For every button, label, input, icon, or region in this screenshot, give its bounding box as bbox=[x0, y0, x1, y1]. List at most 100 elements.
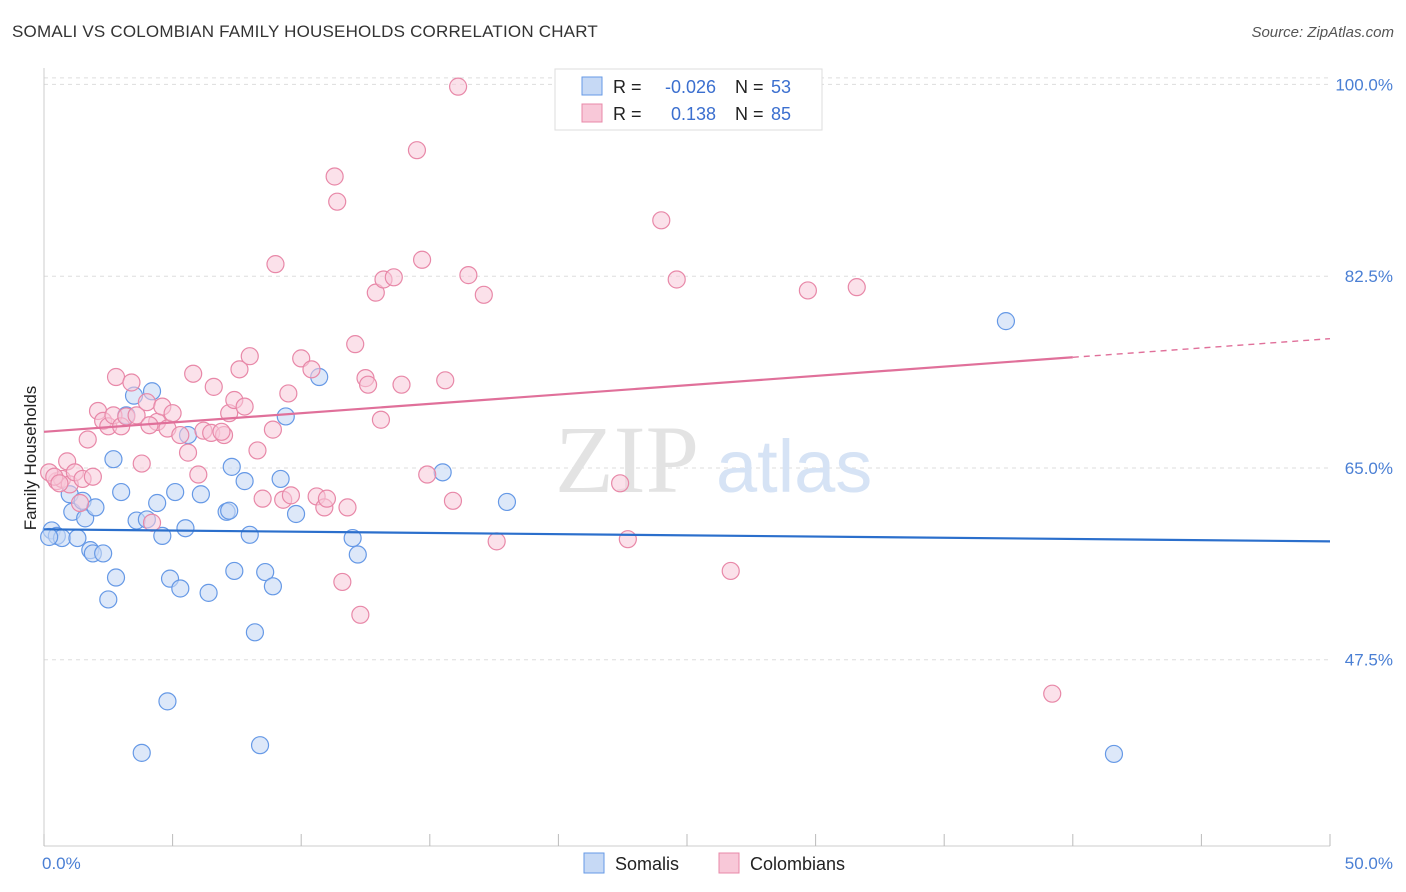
somali-point bbox=[171, 579, 190, 598]
colombian-point bbox=[325, 167, 344, 186]
somali-point bbox=[106, 568, 126, 587]
colombian-point bbox=[328, 192, 347, 211]
colombian-point bbox=[266, 255, 285, 274]
somali-point bbox=[343, 528, 362, 548]
watermark-atlas: atlas bbox=[716, 425, 872, 508]
colombian-point bbox=[204, 377, 223, 396]
colombian-point bbox=[184, 364, 203, 383]
colombian-trend-extension bbox=[1072, 337, 1331, 358]
colombian-point bbox=[78, 430, 97, 449]
colombian-point bbox=[351, 605, 370, 624]
somali-point bbox=[996, 312, 1016, 331]
colombian-point bbox=[618, 530, 637, 549]
somali-n-value: 53 bbox=[771, 77, 791, 97]
colombian-n-value: 85 bbox=[771, 104, 791, 124]
colombian-point bbox=[443, 491, 463, 510]
somali-point bbox=[94, 544, 113, 563]
somali-point bbox=[433, 463, 452, 482]
somali-point bbox=[191, 485, 210, 504]
somali-point bbox=[86, 498, 105, 517]
somali-point bbox=[166, 482, 185, 502]
somali-point bbox=[348, 545, 367, 564]
colombian-point bbox=[436, 371, 455, 390]
colombian-point bbox=[459, 266, 478, 285]
somali-point bbox=[256, 562, 275, 582]
somali-point bbox=[176, 519, 195, 538]
colombian-point bbox=[83, 467, 102, 486]
colombian-point bbox=[847, 278, 866, 297]
somali-point bbox=[132, 743, 151, 762]
legend-somali-label: Somalis bbox=[615, 854, 679, 874]
colombian-r-label: R = bbox=[613, 104, 642, 124]
somali-trend-line bbox=[43, 528, 1331, 543]
chart-title: SOMALI VS COLOMBIAN FAMILY HOUSEHOLDS CO… bbox=[12, 22, 598, 41]
colombian-point bbox=[611, 474, 630, 493]
legend-colombian-label: Colombians bbox=[750, 854, 845, 874]
source-credit: Source: ZipAtlas.com bbox=[1251, 24, 1394, 41]
somali-swatch bbox=[581, 76, 603, 96]
somali-point bbox=[245, 623, 265, 642]
series-legend: Somalis Colombians bbox=[583, 852, 845, 874]
colombian-point bbox=[371, 410, 391, 429]
colombian-trend-line bbox=[43, 356, 1073, 433]
somali-point bbox=[497, 492, 517, 512]
colombian-point bbox=[240, 347, 259, 366]
colombian-point bbox=[106, 367, 126, 387]
somali-point bbox=[240, 525, 259, 544]
colombian-point bbox=[263, 420, 283, 439]
somali-point bbox=[225, 561, 244, 581]
somali-point bbox=[148, 493, 167, 513]
somali-point bbox=[158, 692, 177, 711]
somali-point bbox=[250, 736, 270, 755]
colombian-r-value: 0.138 bbox=[671, 104, 716, 124]
colombian-point bbox=[70, 493, 90, 513]
colombian-points bbox=[40, 77, 1062, 703]
somali-n-label: N = bbox=[735, 77, 764, 97]
colombian-point bbox=[235, 397, 254, 416]
somali-r-value: -0.026 bbox=[665, 77, 716, 97]
colombian-point bbox=[127, 406, 146, 425]
somali-points bbox=[40, 312, 1124, 764]
somali-point bbox=[199, 583, 218, 602]
colombian-point bbox=[412, 250, 432, 269]
somali-point bbox=[220, 501, 239, 520]
colombian-point bbox=[652, 211, 671, 230]
somali-point bbox=[286, 504, 306, 524]
colombian-n-label: N = bbox=[735, 104, 764, 124]
colombian-point bbox=[132, 454, 151, 473]
legend-somali-swatch bbox=[583, 852, 605, 874]
somali-point bbox=[99, 590, 118, 609]
somali-point bbox=[263, 577, 283, 596]
colombian-point bbox=[230, 360, 249, 379]
colombian-point bbox=[50, 474, 69, 493]
colombian-point bbox=[317, 489, 337, 508]
somali-point bbox=[276, 407, 295, 426]
colombian-point bbox=[358, 375, 378, 394]
somali-r-label: R = bbox=[613, 77, 642, 97]
colombian-swatch bbox=[581, 103, 603, 123]
colombian-point bbox=[302, 360, 321, 379]
colombian-point bbox=[384, 268, 403, 287]
somali-point bbox=[68, 528, 87, 548]
colombian-point bbox=[338, 498, 357, 517]
colombian-point bbox=[667, 270, 686, 289]
colombian-point bbox=[418, 465, 437, 484]
y-tick-label: 100.0% bbox=[1335, 75, 1393, 94]
colombian-point bbox=[798, 281, 817, 300]
colombian-point bbox=[122, 373, 141, 392]
legend-colombian-swatch bbox=[718, 852, 740, 874]
colombian-point bbox=[279, 384, 298, 403]
colombian-point bbox=[721, 561, 740, 581]
y-tick-label: 82.5% bbox=[1345, 267, 1393, 286]
colombian-point bbox=[163, 404, 182, 423]
colombian-point bbox=[253, 489, 272, 508]
watermark-zip: ZIP bbox=[555, 406, 699, 513]
colombian-point bbox=[171, 425, 190, 445]
colombian-point bbox=[142, 513, 162, 532]
somali-point bbox=[222, 457, 241, 476]
colombian-point bbox=[137, 393, 156, 412]
y-tick-label: 65.0% bbox=[1345, 459, 1393, 478]
somali-point bbox=[112, 482, 131, 502]
somali-point bbox=[235, 472, 254, 491]
